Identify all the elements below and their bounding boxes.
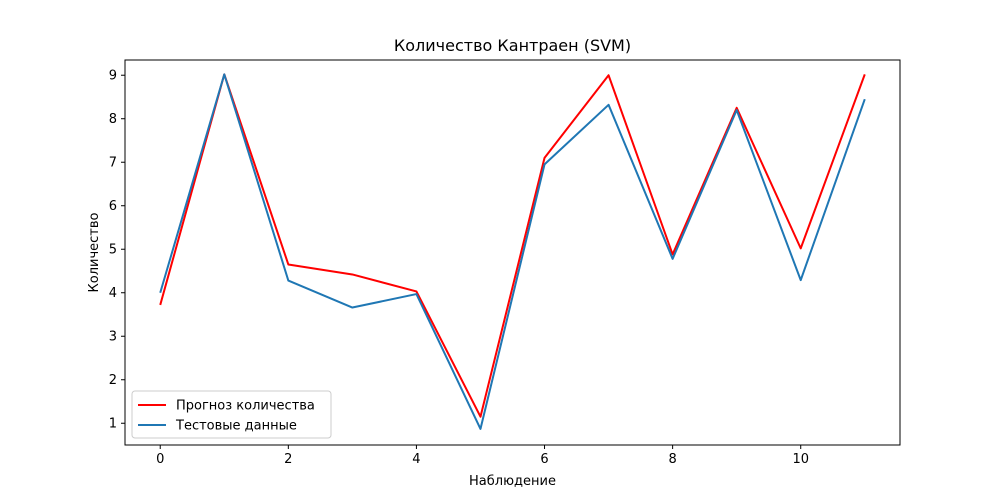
y-tick-label: 7: [109, 156, 117, 171]
test-data-series-line: [159, 73, 866, 430]
legend-box: [131, 390, 332, 439]
legend: Прогноз количества Тестовые данные: [131, 390, 332, 439]
y-tick-label: 2: [109, 373, 117, 388]
x-axis-label: Наблюдение: [469, 474, 556, 489]
legend-label-test: Тестовые данные: [175, 419, 297, 434]
legend-label-forecast: Прогноз количества: [176, 399, 315, 414]
x-tick-label: 0: [156, 452, 164, 467]
x-tick-label: 2: [284, 452, 292, 467]
y-tick-label: 5: [109, 243, 117, 258]
y-tick-label: 6: [109, 199, 117, 214]
plot-area-frame: [124, 59, 901, 446]
x-tick-label: 8: [668, 452, 676, 467]
forecast-series-line: [159, 73, 866, 418]
x-tick-label: 6: [540, 452, 548, 467]
y-tick-label: 1: [109, 417, 117, 432]
chart-title: Количество Кантраен (SVM): [394, 36, 631, 55]
y-axis-label: Количество: [87, 212, 102, 292]
series-lines: [159, 73, 866, 430]
x-tick-label: 10: [792, 452, 809, 467]
y-tick-label: 8: [109, 112, 117, 127]
y-tick-label: 4: [109, 286, 117, 301]
y-tick-label: 9: [109, 69, 117, 84]
x-tick-label: 4: [412, 452, 420, 467]
y-tick-label: 3: [109, 330, 117, 345]
